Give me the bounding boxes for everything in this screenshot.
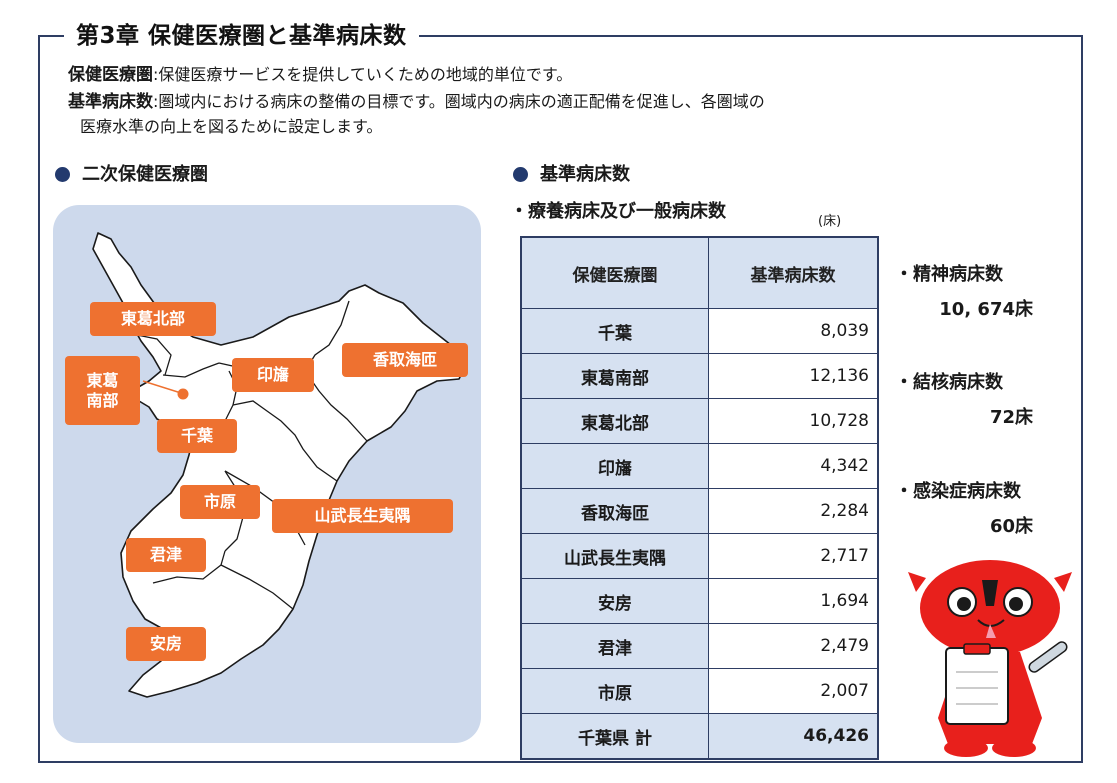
row-name: 千葉 (520, 308, 709, 354)
table-subtitle: ・療養病床及び一般病床数 (510, 201, 726, 222)
table-row: 香取海匝 2,284 (520, 488, 879, 534)
definition-term: 保健医療圏 (68, 65, 153, 85)
content-frame (38, 35, 1083, 763)
table-row: 君津 2,479 (520, 623, 879, 669)
region-border (232, 400, 338, 482)
region-label-higashikatsushika-south: 東葛 南部 (65, 356, 140, 425)
row-value: 2,284 (708, 488, 879, 534)
stat-psychiatric-label: ・精神病床数 (895, 264, 1003, 285)
chapter-title: 第3章 保健医療圏と基準病床数 (64, 16, 419, 50)
row-value: 2,479 (708, 623, 879, 669)
table-row: 東葛南部 12,136 (520, 353, 879, 399)
region-border (136, 334, 172, 376)
table-header-beds: 基準病床数 (708, 236, 879, 309)
definition-text: :圏域内における病床の整備の目標です。圏域内の病床の適正配備を促進し、各圏域の (153, 92, 765, 111)
region-label-sanbu-chosei-isumi: 山武長生夷隅 (272, 499, 453, 533)
region-border (152, 550, 226, 584)
region-label-awa: 安房 (126, 627, 206, 661)
beds-section-label: 基準病床数 (540, 164, 630, 185)
row-value: 2,007 (708, 668, 879, 714)
row-name: 君津 (520, 623, 709, 669)
definition-beds: 基準病床数:圏域内における病床の整備の目標です。圏域内の病床の適正配備を促進し、… (68, 91, 765, 113)
region-label-inba: 印旛 (232, 358, 314, 392)
table-row: 市原 2,007 (520, 668, 879, 714)
region-border (162, 362, 220, 378)
stat-infectious-value: 60床 (989, 516, 1033, 537)
row-name: 市原 (520, 668, 709, 714)
region-label-katori-kaiso: 香取海匝 (342, 343, 468, 377)
total-value: 46,426 (708, 713, 879, 760)
bullet-icon (513, 167, 528, 182)
region-border (304, 370, 368, 442)
table-row: 山武長生夷隅 2,717 (520, 533, 879, 579)
row-name: 東葛南部 (520, 353, 709, 399)
row-name: 東葛北部 (520, 398, 709, 444)
region-label-kimitsu: 君津 (126, 538, 206, 572)
table-header-row: 保健医療圏 基準病床数 (520, 236, 879, 309)
definition-area: 保健医療圏:保健医療サービスを提供していくための地域的単位です。 (68, 64, 572, 86)
total-name: 千葉県 計 (520, 713, 709, 760)
mascot-icon (908, 560, 1072, 757)
row-value: 1,694 (708, 578, 879, 624)
leader-line (142, 380, 182, 394)
stat-tuberculosis-value: 72床 (989, 407, 1033, 428)
beds-section-title: 基準病床数 (513, 160, 630, 186)
region-label-chiba: 千葉 (157, 419, 237, 453)
table-row: 印旛 4,342 (520, 443, 879, 489)
location-dot (177, 388, 189, 400)
unit-label: (床) (818, 214, 842, 229)
definition-continuation: 医療水準の向上を図るために設定します。 (80, 117, 383, 136)
stat-infectious-label: ・感染症病床数 (895, 481, 1021, 502)
bullet-icon (55, 167, 70, 182)
map-section-label: 二次保健医療圏 (82, 164, 208, 185)
row-value: 10,728 (708, 398, 879, 444)
table-row: 安房 1,694 (520, 578, 879, 624)
stat-psychiatric-value: 10, 674床 (939, 299, 1033, 320)
row-value: 12,136 (708, 353, 879, 399)
row-value: 2,717 (708, 533, 879, 579)
region-label-higashikatsushika-north: 東葛北部 (90, 302, 216, 336)
row-value: 4,342 (708, 443, 879, 489)
beds-table: 保健医療圏 基準病床数 千葉 8,039 東葛南部 12,136 東葛北部 10,72… (520, 236, 879, 760)
map-section-title: 二次保健医療圏 (55, 160, 208, 186)
table-row: 東葛北部 10,728 (520, 398, 879, 444)
definition-text: :保健医療サービスを提供していくための地域的単位です。 (153, 65, 573, 84)
chiba-map (92, 232, 468, 698)
row-name: 山武長生夷隅 (520, 533, 709, 579)
mascot-illustration (908, 560, 1072, 757)
region-label-ichihara: 市原 (180, 485, 260, 519)
table-header-region: 保健医療圏 (520, 236, 709, 309)
row-name: 印旛 (520, 443, 709, 489)
row-name: 安房 (520, 578, 709, 624)
row-value: 8,039 (708, 308, 879, 354)
row-name: 香取海匝 (520, 488, 709, 534)
region-border (220, 564, 294, 610)
stat-tuberculosis-label: ・結核病床数 (895, 372, 1003, 393)
table-total-row: 千葉県 計 46,426 (520, 713, 879, 760)
definition-term: 基準病床数 (68, 92, 153, 112)
table-row: 千葉 8,039 (520, 308, 879, 354)
